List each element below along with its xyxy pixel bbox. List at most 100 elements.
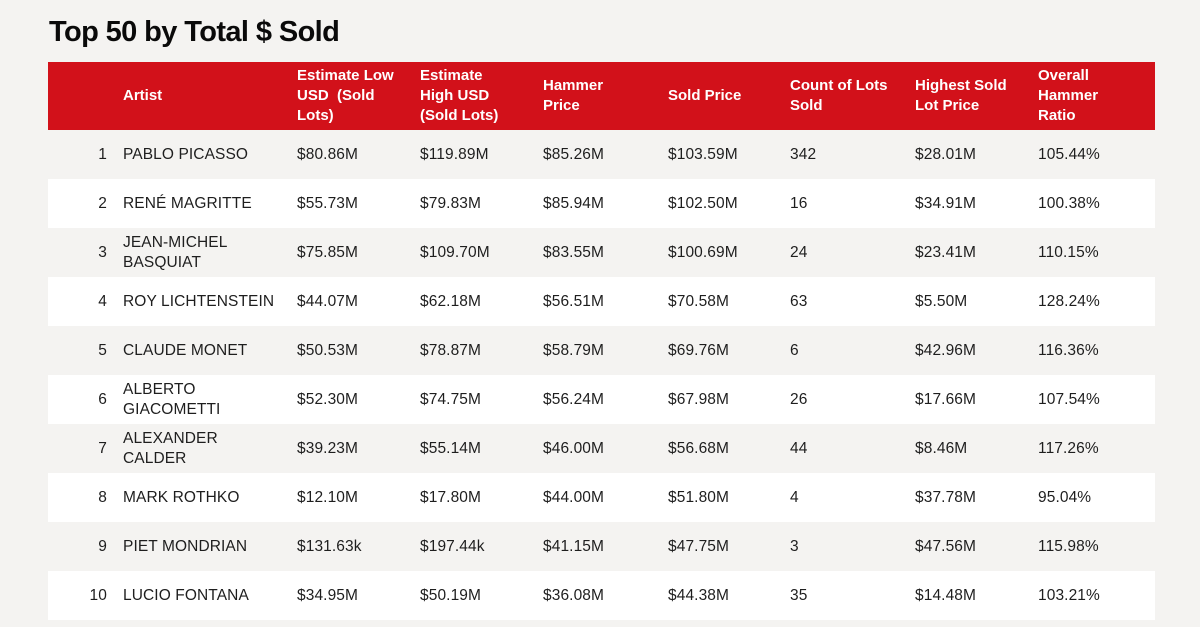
estimate-high-cell: $62.18M (420, 292, 482, 310)
rank-cell: 10 (89, 586, 107, 604)
sold-price-cell: $67.98M (668, 390, 730, 408)
estimate-low-cell: $75.85M (297, 243, 359, 261)
artist-cell: LUCIO FONTANA (123, 586, 249, 604)
lots-count-cell: 6 (790, 341, 799, 359)
lots-count-cell: 16 (790, 194, 808, 212)
hammer-price-cell: $58.79M (543, 341, 605, 359)
estimate-low-cell: $131.63k (297, 537, 362, 555)
hammer-ratio-cell: 105.44% (1038, 145, 1100, 163)
page-title: Top 50 by Total $ Sold (49, 16, 340, 48)
artist-cell: MARK ROTHKO (123, 488, 240, 506)
table-row: 6 ALBERTO GIACOMETTI $52.30M $74.75M $56… (48, 375, 1155, 424)
hammer-price-cell: $46.00M (543, 439, 605, 457)
hammer-ratio-cell: 110.15% (1038, 243, 1099, 261)
artist-cell: ALEXANDER CALDER (123, 430, 218, 467)
lots-count-cell: 26 (790, 390, 808, 408)
estimate-low-cell: $39.23M (297, 439, 359, 457)
estimate-high-cell: $55.14M (420, 439, 482, 457)
estimate-high-cell: $79.83M (420, 194, 482, 212)
lots-count-cell: 342 (790, 145, 817, 163)
estimate-high-cell: $119.89M (420, 145, 489, 163)
estimate-low-cell: $34.95M (297, 586, 359, 604)
table-row: 4 ROY LICHTENSTEIN $44.07M $62.18M $56.5… (48, 277, 1155, 326)
hammer-price-cell: $85.94M (543, 194, 605, 212)
header-cell-sold-price: Sold Price (668, 87, 742, 105)
sold-price-cell: $56.68M (668, 439, 730, 457)
estimate-high-cell: $109.70M (420, 243, 490, 261)
artist-cell: ROY LICHTENSTEIN (123, 292, 275, 310)
hammer-price-cell: $83.55M (543, 243, 605, 261)
estimate-low-cell: $12.10M (297, 488, 359, 506)
highest-lot-cell: $28.01M (915, 145, 977, 163)
hammer-ratio-cell: 95.04% (1038, 488, 1092, 506)
artist-cell: PIET MONDRIAN (123, 537, 248, 555)
header-cell-estimate-high: Estimate High USD (Sold Lots) (420, 67, 499, 124)
lots-count-cell: 4 (790, 488, 799, 506)
artist-cell: JEAN-MICHEL BASQUIAT (123, 234, 228, 271)
estimate-low-cell: $52.30M (297, 390, 359, 408)
estimate-high-cell: $197.44k (420, 537, 485, 555)
header-cell-hammer-price: Hammer Price (543, 77, 604, 114)
estimate-low-cell: $55.73M (297, 194, 359, 212)
header-cell-estimate-low: Estimate Low USD (Sold Lots) (297, 67, 394, 124)
rank-cell: 3 (98, 243, 107, 261)
header-cell-hammer-ratio: Overall Hammer Ratio (1038, 67, 1099, 124)
header-cell-artist: Artist (123, 87, 163, 105)
table-row: 8 MARK ROTHKO $12.10M $17.80M $44.00M $5… (48, 473, 1155, 522)
rank-cell: 8 (98, 488, 107, 506)
sold-price-cell: $47.75M (668, 537, 730, 555)
estimate-low-cell: $80.86M (297, 145, 359, 163)
highest-lot-cell: $8.46M (915, 439, 968, 457)
table-body: 1 PABLO PICASSO $80.86M $119.89M $85.26M… (48, 130, 1155, 620)
sold-price-cell: $103.59M (668, 145, 738, 163)
highest-lot-cell: $14.48M (915, 586, 977, 604)
table-row: 9 PIET MONDRIAN $131.63k $197.44k $41.15… (48, 522, 1155, 571)
hammer-ratio-cell: 128.24% (1038, 292, 1100, 310)
results-table: Artist Estimate Low USD (Sold Lots) Esti… (48, 62, 1155, 620)
table-header-row: Artist Estimate Low USD (Sold Lots) Esti… (48, 62, 1155, 130)
artist-cell: RENÉ MAGRITTE (123, 194, 252, 212)
artist-cell: CLAUDE MONET (123, 341, 248, 359)
hammer-price-cell: $41.15M (543, 537, 605, 555)
lots-count-cell: 3 (790, 537, 799, 555)
highest-lot-cell: $5.50M (915, 292, 968, 310)
artist-cell: ALBERTO GIACOMETTI (123, 381, 221, 418)
sold-price-cell: $69.76M (668, 341, 730, 359)
estimate-low-cell: $44.07M (297, 292, 359, 310)
hammer-ratio-cell: 100.38% (1038, 194, 1100, 212)
header-cell-highest-lot: Highest Sold Lot Price (915, 77, 1007, 114)
estimate-low-cell: $50.53M (297, 341, 359, 359)
sold-price-cell: $51.80M (668, 488, 730, 506)
highest-lot-cell: $17.66M (915, 390, 977, 408)
table-row: 7 ALEXANDER CALDER $39.23M $55.14M $46.0… (48, 424, 1155, 473)
artist-cell: PABLO PICASSO (123, 145, 249, 163)
hammer-ratio-cell: 117.26% (1038, 439, 1099, 457)
hammer-ratio-cell: 107.54% (1038, 390, 1100, 408)
estimate-high-cell: $74.75M (420, 390, 482, 408)
hammer-price-cell: $44.00M (543, 488, 605, 506)
table-row: 1 PABLO PICASSO $80.86M $119.89M $85.26M… (48, 130, 1155, 179)
sold-price-cell: $102.50M (668, 194, 738, 212)
hammer-price-cell: $56.51M (543, 292, 605, 310)
table-row: 10 LUCIO FONTANA $34.95M $50.19M $36.08M… (48, 571, 1155, 620)
table-row: 3 JEAN-MICHEL BASQUIAT $75.85M $109.70M … (48, 228, 1155, 277)
hammer-ratio-cell: 115.98% (1038, 537, 1099, 555)
header-cell-rank (48, 62, 123, 130)
highest-lot-cell: $34.91M (915, 194, 977, 212)
hammer-ratio-cell: 103.21% (1038, 586, 1100, 604)
rank-cell: 5 (98, 341, 107, 359)
rank-cell: 9 (98, 537, 107, 555)
rank-cell: 2 (98, 194, 107, 212)
header-cell-lots-count: Count of Lots Sold (790, 77, 888, 114)
lots-count-cell: 24 (790, 243, 808, 261)
hammer-price-cell: $36.08M (543, 586, 605, 604)
estimate-high-cell: $50.19M (420, 586, 482, 604)
hammer-ratio-cell: 116.36% (1038, 341, 1099, 359)
rank-cell: 7 (98, 439, 107, 457)
table-row: 5 CLAUDE MONET $50.53M $78.87M $58.79M $… (48, 326, 1155, 375)
sold-price-cell: $100.69M (668, 243, 738, 261)
rank-cell: 4 (98, 292, 107, 310)
highest-lot-cell: $37.78M (915, 488, 977, 506)
highest-lot-cell: $42.96M (915, 341, 977, 359)
